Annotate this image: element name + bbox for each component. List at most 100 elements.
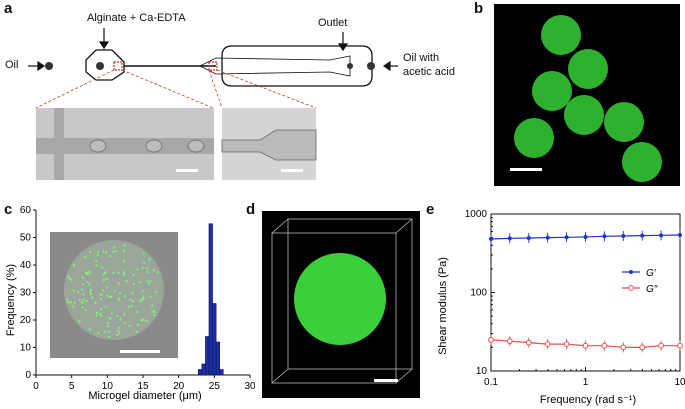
dot <box>86 280 89 284</box>
panel-label-c: c <box>4 201 13 218</box>
dot <box>128 324 131 327</box>
dot <box>88 283 91 286</box>
data-point <box>525 339 532 346</box>
dot <box>156 271 159 274</box>
dot <box>122 259 126 262</box>
dot <box>67 275 70 278</box>
alginate-inlet-label: Alginate + Ca-EDTA <box>87 12 186 24</box>
dot <box>142 252 145 255</box>
dot <box>96 250 99 254</box>
dot <box>136 323 140 326</box>
legend-label: G″ <box>646 284 658 295</box>
dot <box>108 317 111 320</box>
dot <box>122 249 126 252</box>
dot <box>80 288 84 291</box>
dot <box>123 295 126 298</box>
dot <box>99 308 103 311</box>
dot <box>140 298 143 301</box>
3d-microgel-sphere <box>294 253 386 345</box>
data-point <box>544 341 551 348</box>
y-tick-label: 20 <box>20 315 32 326</box>
data-point <box>564 235 569 240</box>
dot <box>95 314 98 317</box>
fluorescent-microgels-image <box>494 4 680 186</box>
dot <box>105 277 108 281</box>
dot <box>145 266 148 270</box>
micrograph-junction-1 <box>36 108 214 180</box>
dot <box>81 301 84 304</box>
dot <box>148 258 151 261</box>
dot <box>117 282 120 285</box>
data-point <box>489 237 493 242</box>
dot <box>78 320 81 323</box>
data-point <box>678 233 682 238</box>
legend-label: G′ <box>646 268 657 279</box>
dot <box>131 291 134 294</box>
data-point <box>639 344 646 351</box>
dot <box>149 279 152 283</box>
dot <box>91 296 94 299</box>
dot <box>98 312 102 316</box>
dot <box>127 306 131 309</box>
microgel-inset-image <box>50 232 178 358</box>
dot <box>117 271 120 274</box>
dot <box>146 270 149 273</box>
dot <box>69 301 72 304</box>
dot <box>118 292 122 295</box>
dot <box>78 298 81 301</box>
x-tick-label: 25 <box>209 381 221 392</box>
dot <box>146 320 149 323</box>
dot <box>123 313 126 316</box>
dot <box>102 278 106 282</box>
flow-arrows <box>28 28 398 72</box>
scale-bar <box>120 350 160 353</box>
dot <box>85 299 88 303</box>
dot <box>112 250 115 253</box>
dot <box>81 276 84 279</box>
y-axis-label: Frequency (%) <box>5 264 17 336</box>
scale-bar <box>176 169 198 172</box>
data-point <box>563 341 570 348</box>
dot <box>130 304 133 307</box>
dot <box>84 256 87 259</box>
histogram-bar <box>205 336 210 376</box>
dot <box>122 271 125 274</box>
dot <box>95 260 98 263</box>
dot <box>100 314 103 317</box>
dot <box>106 325 110 328</box>
legend-marker <box>628 285 634 291</box>
data-point <box>658 342 665 349</box>
dot <box>106 294 109 297</box>
data-point <box>488 336 494 343</box>
dot <box>132 273 135 277</box>
dot <box>82 293 85 296</box>
x-tick-label: 1 <box>583 377 589 388</box>
dot <box>104 271 107 274</box>
x-tick-label: 20 <box>173 381 185 392</box>
dot <box>118 332 121 335</box>
dot <box>104 251 108 254</box>
histogram-bar <box>212 303 217 376</box>
dot <box>84 271 88 274</box>
x-tick-label: 30 <box>244 381 255 392</box>
dot <box>88 328 91 331</box>
dot <box>103 330 106 333</box>
y-tick-label: 0 <box>25 370 31 381</box>
dot <box>88 271 91 274</box>
dot <box>139 281 142 284</box>
panel-label-d: d <box>246 201 256 218</box>
dot <box>82 298 85 301</box>
dot <box>107 335 111 338</box>
dot <box>101 289 105 292</box>
dot <box>82 283 85 286</box>
histogram-bar <box>197 369 203 376</box>
dot <box>89 293 93 296</box>
microfluidic-chip-schematic <box>28 28 398 180</box>
dot <box>152 309 155 313</box>
data-point <box>506 338 513 345</box>
dot <box>132 283 136 286</box>
data-point <box>582 342 589 349</box>
y-tick-label: 100 <box>470 288 487 299</box>
dot <box>152 269 156 272</box>
dot <box>72 289 75 292</box>
